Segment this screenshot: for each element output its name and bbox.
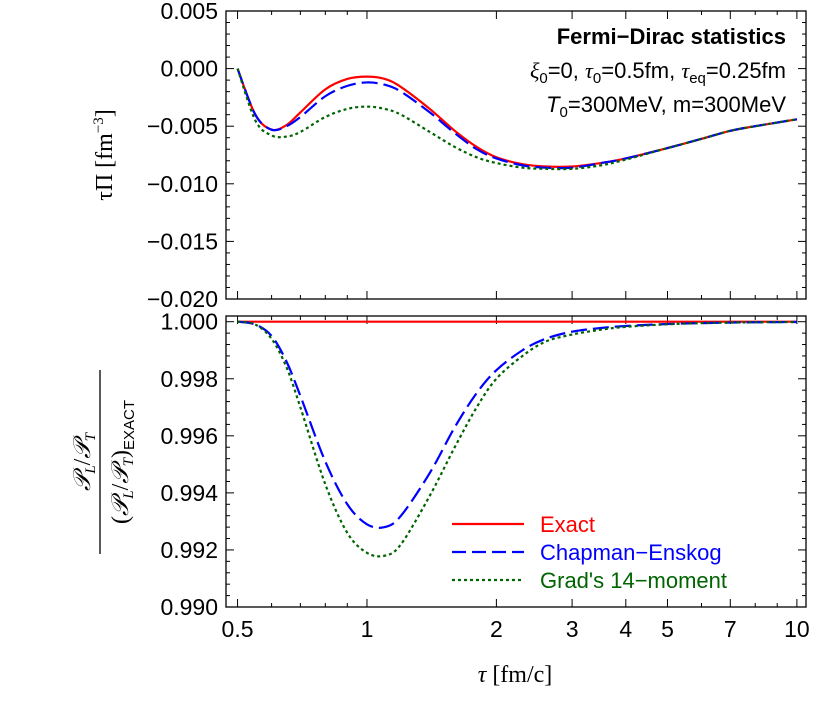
legend-label-exact: Exact	[540, 512, 595, 537]
top-ytick-label: −0.015	[147, 228, 218, 254]
top-y-axis: 0.005 0.000 −0.005 −0.010 −0.015 −0.020	[147, 0, 806, 312]
annotation-params-line1: ξ0=0, τ0=0.5fm, τeq=0.25fm	[530, 58, 786, 87]
bottom-ytick-label: 0.998	[160, 366, 218, 392]
ylabel-denominator: (𝒫L/𝒫T)EXACT	[108, 400, 138, 524]
x-tick-label: 10	[784, 616, 810, 642]
top-ytick-label: 0.005	[160, 0, 218, 24]
top-ytick-label: −0.005	[147, 113, 218, 139]
bottom-ytick-label: 0.996	[160, 423, 218, 449]
legend-label-grad: Grad's 14−moment	[540, 568, 727, 593]
x-tick-label: 5	[661, 616, 674, 642]
top-ytick-label: 0.000	[160, 56, 218, 82]
bottom-ytick-label: 1.000	[160, 309, 218, 335]
x-tick-label: 4	[619, 616, 632, 642]
bottom-plot-frame	[225, 315, 807, 608]
x-axis-label: τ [fm/c]	[478, 662, 553, 688]
bottom-panel: 1.000 0.998 0.996 0.994 0.992 0.990 0.5 1 2 3 4 5 7…	[70, 309, 810, 688]
top-series-group	[236, 68, 798, 171]
bottom-y-axis-label: 𝒫L/𝒫T (𝒫L/𝒫T)EXACT	[70, 370, 138, 554]
x-tick-label: 2	[490, 616, 503, 642]
top-series-exact	[236, 68, 798, 168]
annotation-title: Fermi−Dirac statistics	[557, 24, 786, 49]
bottom-ytick-label: 0.994	[160, 480, 218, 506]
top-plot-frame	[225, 10, 807, 300]
top-x-ticks	[237, 11, 798, 299]
bottom-x-axis: 0.5 1 2 3 4 5 7 10	[222, 316, 810, 642]
top-ytick-label: −0.020	[147, 286, 218, 312]
x-tick-label: 1	[361, 616, 374, 642]
bottom-series-group	[237, 320, 797, 558]
legend: Exact Chapman−Enskog Grad's 14−moment	[452, 512, 727, 593]
x-tick-label: 3	[566, 616, 579, 642]
x-tick-label: 0.5	[222, 616, 254, 642]
top-y-axis-label: τΠ [fm−3]	[91, 109, 118, 201]
x-tick-label: 7	[724, 616, 737, 642]
bottom-ytick-label: 0.990	[160, 594, 218, 620]
bottom-series-grad-s-14-moment	[237, 320, 797, 558]
bottom-series-chapman-enskog	[237, 320, 797, 529]
bottom-y-axis: 1.000 0.998 0.996 0.994 0.992 0.990	[160, 309, 806, 620]
bottom-ytick-label: 0.992	[160, 537, 218, 563]
annotation-params-line2: T0=300MeV, m=300MeV	[546, 92, 786, 121]
top-panel: 0.005 0.000 −0.005 −0.010 −0.015 −0.020 Fermi…	[91, 0, 807, 312]
legend-label-chapman-enskog: Chapman−Enskog	[540, 540, 722, 565]
top-ytick-label: −0.010	[147, 171, 218, 197]
ylabel-numerator: 𝒫L/𝒫T	[70, 431, 99, 491]
top-series-grad-s-14-moment	[236, 68, 798, 171]
